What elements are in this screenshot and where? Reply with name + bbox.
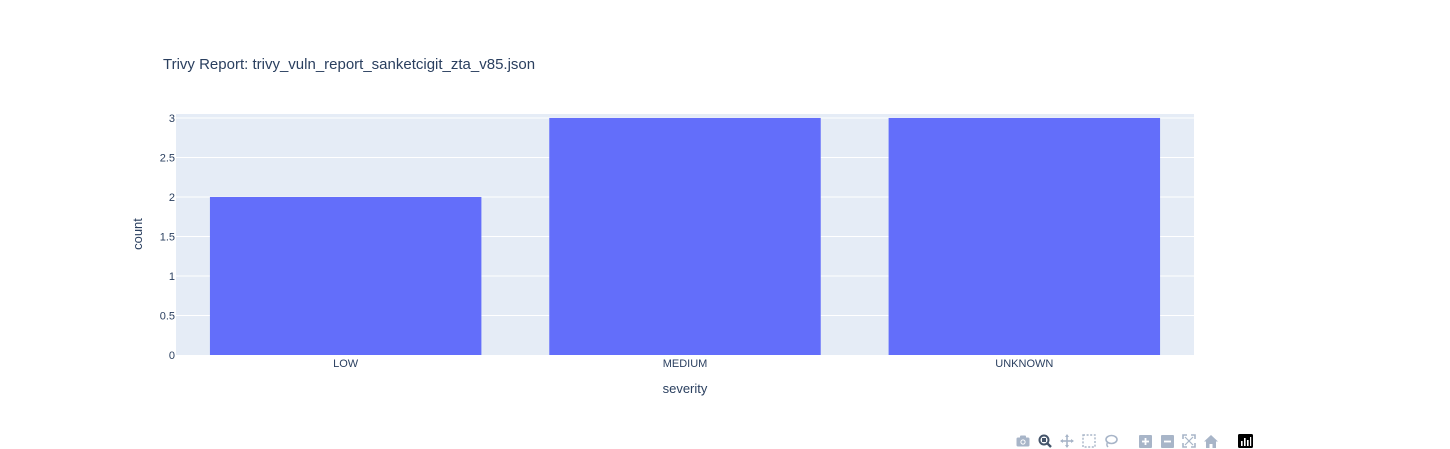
zoom-in-icon[interactable] (1136, 433, 1154, 449)
x-tick-label: MEDIUM (663, 358, 708, 370)
y-tick-label: 0 (169, 350, 175, 362)
zoom-icon[interactable] (1036, 433, 1054, 449)
modebar (1014, 433, 1254, 449)
y-tick-label: 2 (169, 192, 175, 204)
y-tick-label: 1.5 (160, 231, 175, 243)
y-axis-title: count (130, 218, 145, 250)
x-tick-label: UNKNOWN (995, 358, 1053, 370)
y-tick-label: 0.5 (160, 310, 175, 322)
bar-unknown[interactable] (888, 117, 1161, 355)
camera-icon[interactable] (1014, 433, 1032, 449)
bar-low[interactable] (209, 196, 482, 355)
y-tick-label: 1 (169, 271, 175, 283)
chart-title: Trivy Report: trivy_vuln_report_sanketci… (163, 56, 535, 73)
x-axis-title: severity (663, 381, 708, 396)
autoscale-icon[interactable] (1180, 433, 1198, 449)
reset-axes-icon[interactable] (1202, 433, 1220, 449)
y-tick-label: 3 (169, 113, 175, 125)
x-axis-ticks: LOW MEDIUM UNKNOWN (333, 358, 1053, 370)
y-axis-ticks: 0 0.5 1 1.5 2 2.5 3 (160, 113, 175, 362)
bars[interactable] (209, 117, 1161, 355)
plotly-logo-icon[interactable] (1236, 433, 1254, 449)
y-tick-label: 2.5 (160, 152, 175, 164)
zoom-out-icon[interactable] (1158, 433, 1176, 449)
x-tick-label: LOW (333, 358, 359, 370)
bar-medium[interactable] (549, 117, 821, 355)
